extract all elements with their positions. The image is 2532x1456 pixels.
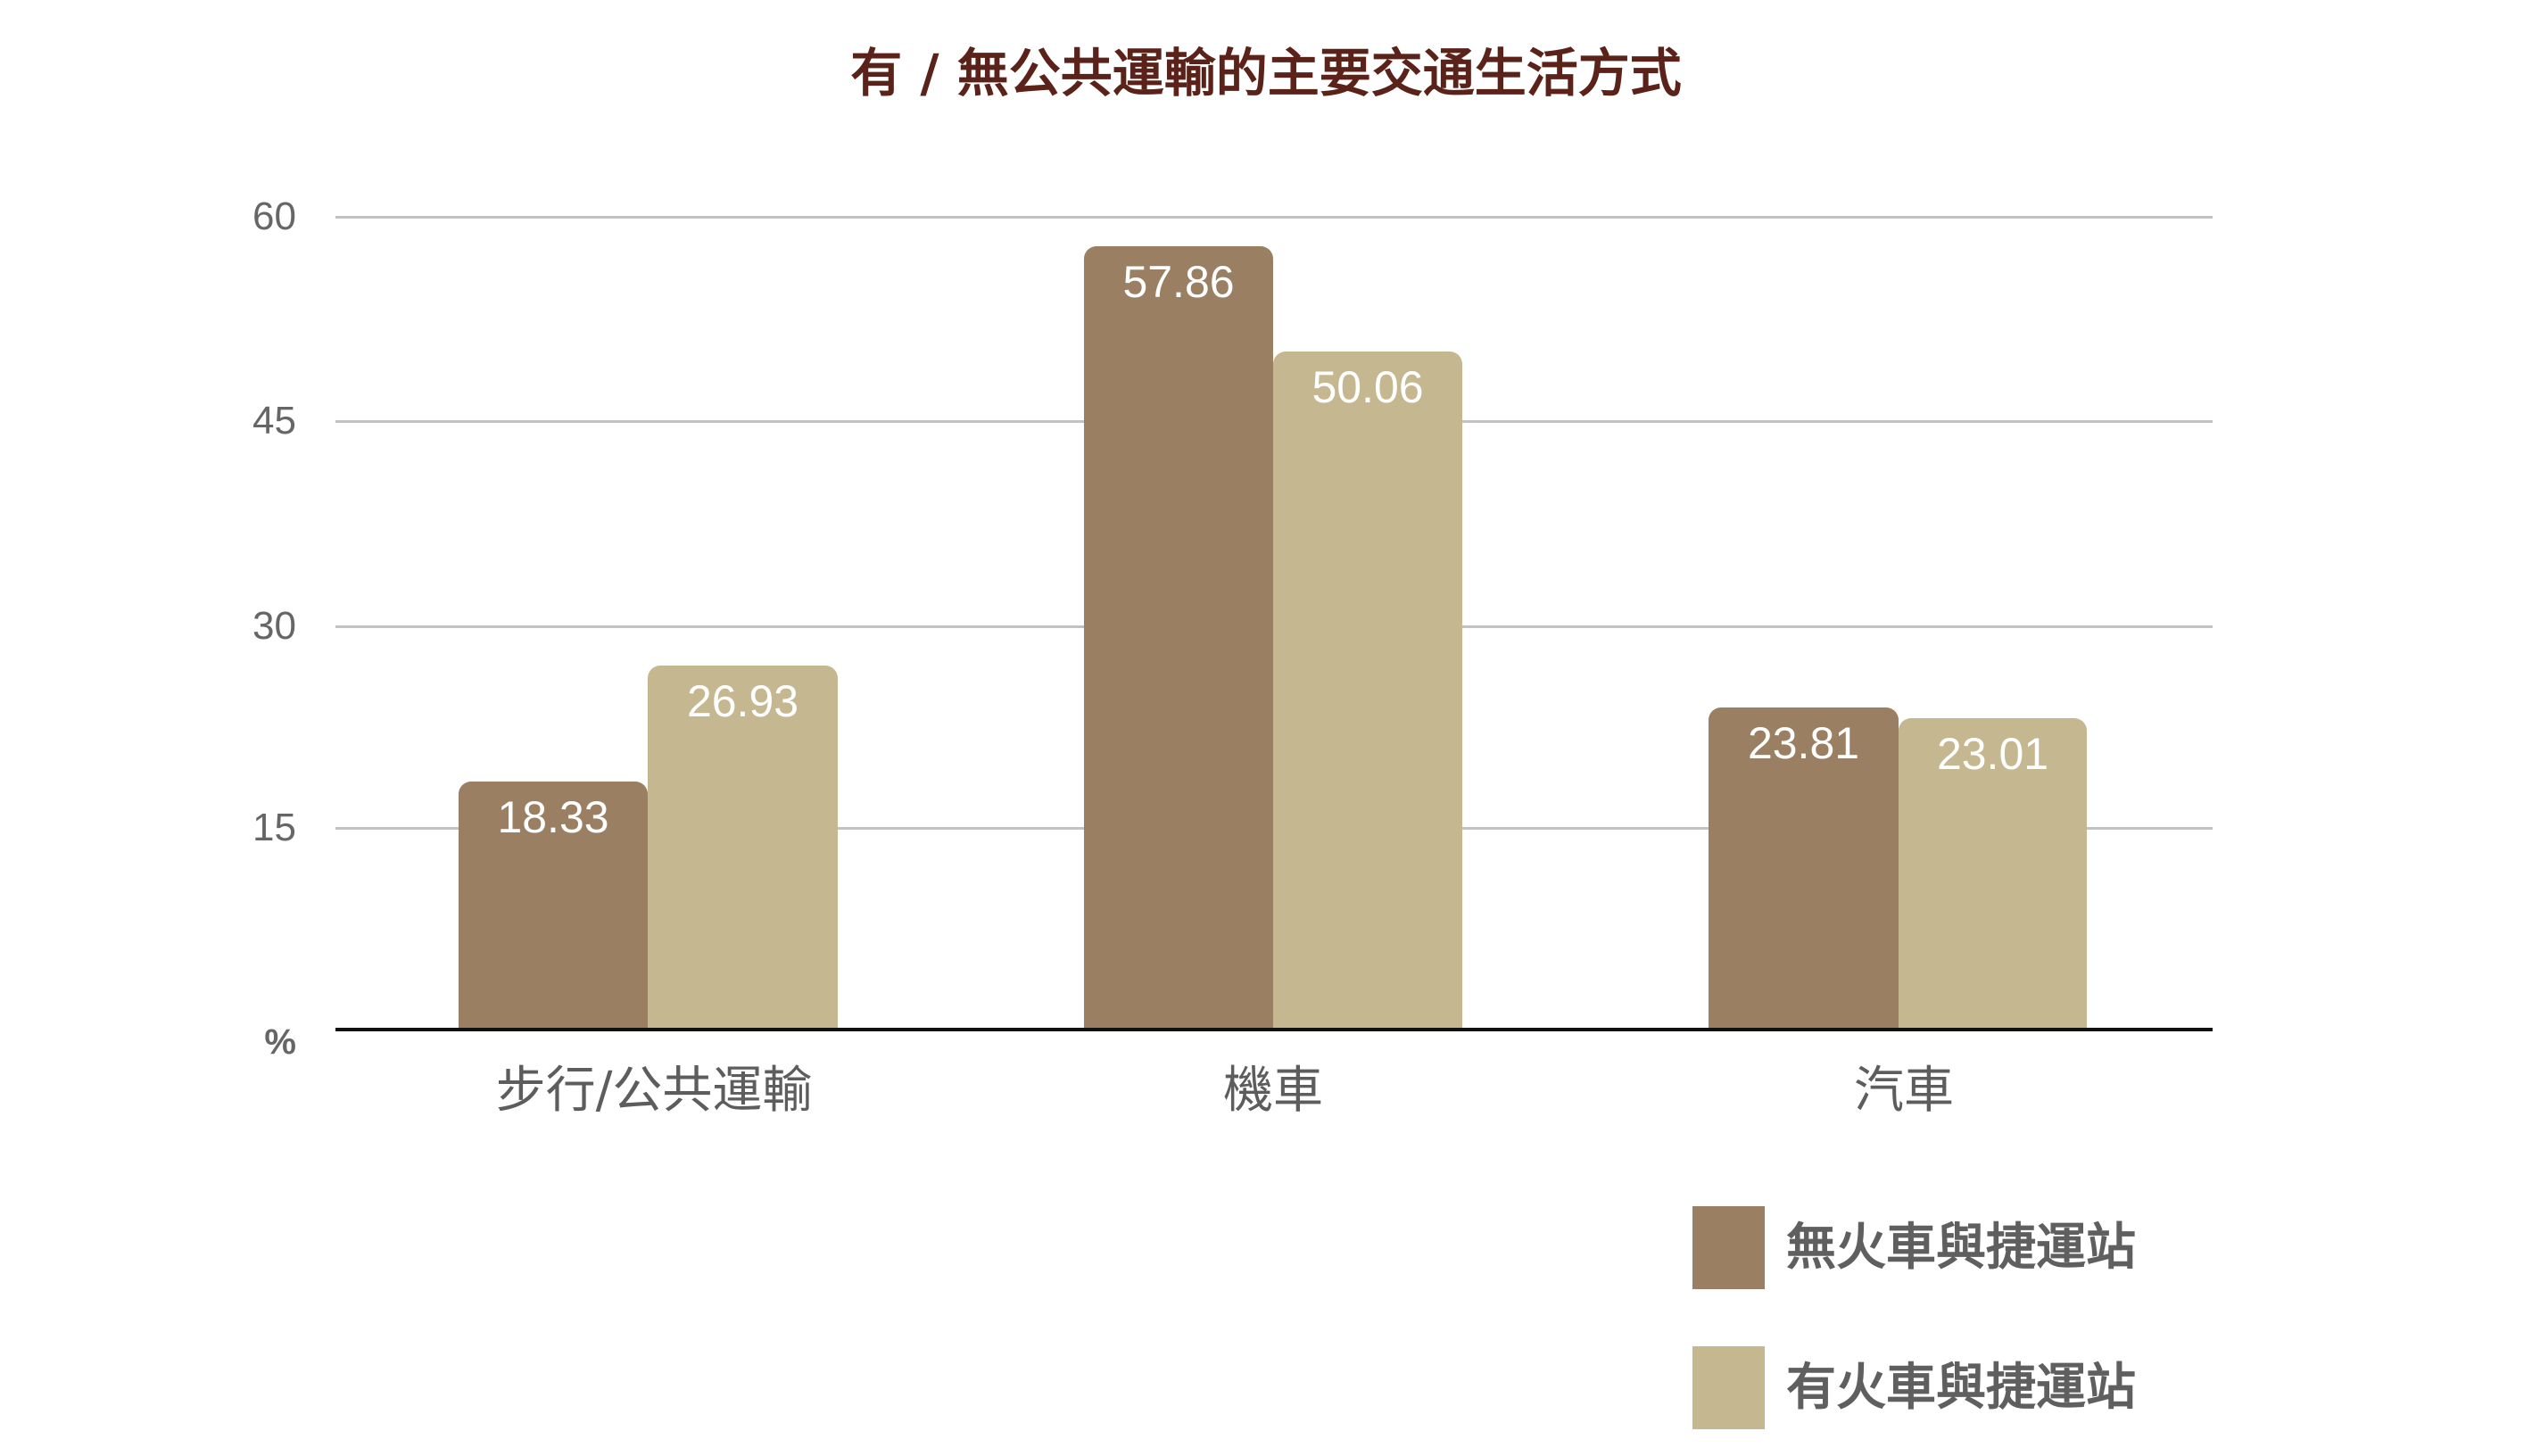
legend-label-with-station: 有火車與捷運站: [1786, 1359, 2136, 1417]
legend-item-no-station: 無火車與捷運站: [1692, 1206, 2136, 1289]
bar-value-label: 18.33: [497, 792, 609, 842]
x-label-car: 汽車: [1854, 1062, 1954, 1120]
bar-value-label: 26.93: [686, 676, 799, 726]
chart-title: 有 / 無公共運輸的主要交通生活方式: [850, 43, 1682, 103]
x-label-scooter: 機車: [1223, 1062, 1323, 1120]
x-axis-line: [335, 1028, 2213, 1031]
bar-scooter-with-station: 50.06: [1273, 352, 1462, 1030]
legend-label-no-station: 無火車與捷運站: [1786, 1219, 2136, 1277]
bar-value-label: 23.81: [1747, 718, 1860, 768]
y-tick-30: 30: [252, 604, 296, 648]
x-label-walk-transit: 步行/公共運輸: [495, 1062, 813, 1120]
bar-scooter-no-station: 57.86: [1084, 246, 1273, 1030]
bar-value-label: 57.86: [1122, 257, 1235, 307]
bar-value-label: 23.01: [1936, 729, 2049, 779]
y-tick-60: 60: [252, 194, 296, 238]
y-unit-label: %: [264, 1022, 296, 1062]
legend-swatch-with-station: [1692, 1346, 1765, 1429]
legend-item-with-station: 有火車與捷運站: [1692, 1346, 2136, 1429]
bar-value-label: 50.06: [1312, 362, 1424, 412]
bar-walk-transit-no-station: 18.33: [459, 782, 648, 1030]
bar-car-with-station: 23.01: [1899, 718, 2087, 1030]
bar-car-no-station: 23.81: [1709, 707, 1899, 1030]
y-tick-15: 15: [252, 806, 296, 849]
bar-walk-transit-with-station: 26.93: [648, 666, 838, 1030]
y-tick-45: 45: [252, 399, 296, 443]
gridline-60: [335, 216, 2213, 219]
legend-swatch-no-station: [1692, 1206, 1765, 1289]
